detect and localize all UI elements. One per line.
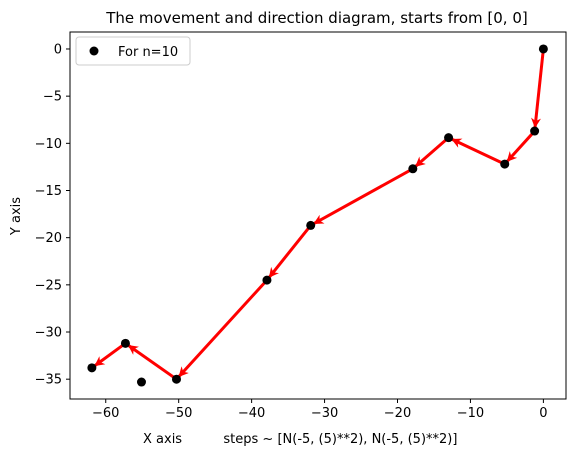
data-point bbox=[171, 374, 181, 384]
legend-box bbox=[75, 36, 191, 66]
plot-area bbox=[69, 31, 567, 400]
y-tick-label: −30 bbox=[35, 326, 62, 341]
movement-arrow bbox=[127, 344, 178, 381]
x-tick-label: −30 bbox=[311, 406, 338, 421]
data-point bbox=[408, 164, 418, 174]
movement-arrow bbox=[506, 130, 536, 163]
y-axis-ticks: −35 −30 −25 −20 −15 −10 −5 0 bbox=[35, 42, 70, 388]
chart-title: The movement and direction diagram, star… bbox=[105, 9, 527, 27]
x-tick-label: −20 bbox=[384, 406, 411, 421]
x-tick-label: −50 bbox=[165, 406, 192, 421]
movement-arrow bbox=[414, 136, 450, 168]
y-tick-label: −25 bbox=[35, 278, 62, 293]
movement-arrow bbox=[94, 342, 127, 367]
movement-arrow bbox=[531, 48, 545, 129]
x-tick-label: −60 bbox=[92, 406, 119, 421]
y-tick-label: −20 bbox=[35, 231, 62, 246]
x-axis-ticks: −60 −50 −40 −30 −20 −10 0 bbox=[92, 399, 548, 421]
x-tick-label: −10 bbox=[457, 406, 484, 421]
data-point bbox=[444, 133, 454, 143]
movement-arrow bbox=[178, 279, 269, 378]
data-point bbox=[136, 377, 146, 387]
y-tick-label: −10 bbox=[35, 137, 62, 152]
y-tick-label: −35 bbox=[35, 373, 62, 388]
data-point bbox=[262, 275, 272, 285]
data-point bbox=[87, 363, 97, 373]
movement-arrow bbox=[313, 167, 414, 225]
y-tick-label: −15 bbox=[35, 184, 62, 199]
data-point bbox=[306, 220, 316, 230]
data-point bbox=[500, 159, 510, 169]
x-tick-label: −40 bbox=[238, 406, 265, 421]
legend: For n=10 bbox=[75, 36, 191, 66]
movement-arrows bbox=[94, 48, 545, 381]
data-points bbox=[87, 44, 548, 387]
y-tick-label: −5 bbox=[43, 90, 62, 105]
data-point bbox=[120, 338, 130, 348]
data-point bbox=[538, 44, 548, 54]
legend-marker bbox=[89, 46, 99, 56]
movement-arrow bbox=[268, 224, 312, 278]
y-axis-label: Y axis bbox=[9, 197, 24, 236]
x-tick-label: 0 bbox=[539, 406, 547, 421]
x-axis-label: X axis steps ~ [N(-5, (5)**2), N(-5, (5)… bbox=[143, 432, 457, 447]
data-point bbox=[530, 126, 540, 136]
y-tick-label: 0 bbox=[54, 42, 62, 57]
legend-label: For n=10 bbox=[118, 45, 178, 60]
movement-arrow bbox=[451, 138, 506, 166]
